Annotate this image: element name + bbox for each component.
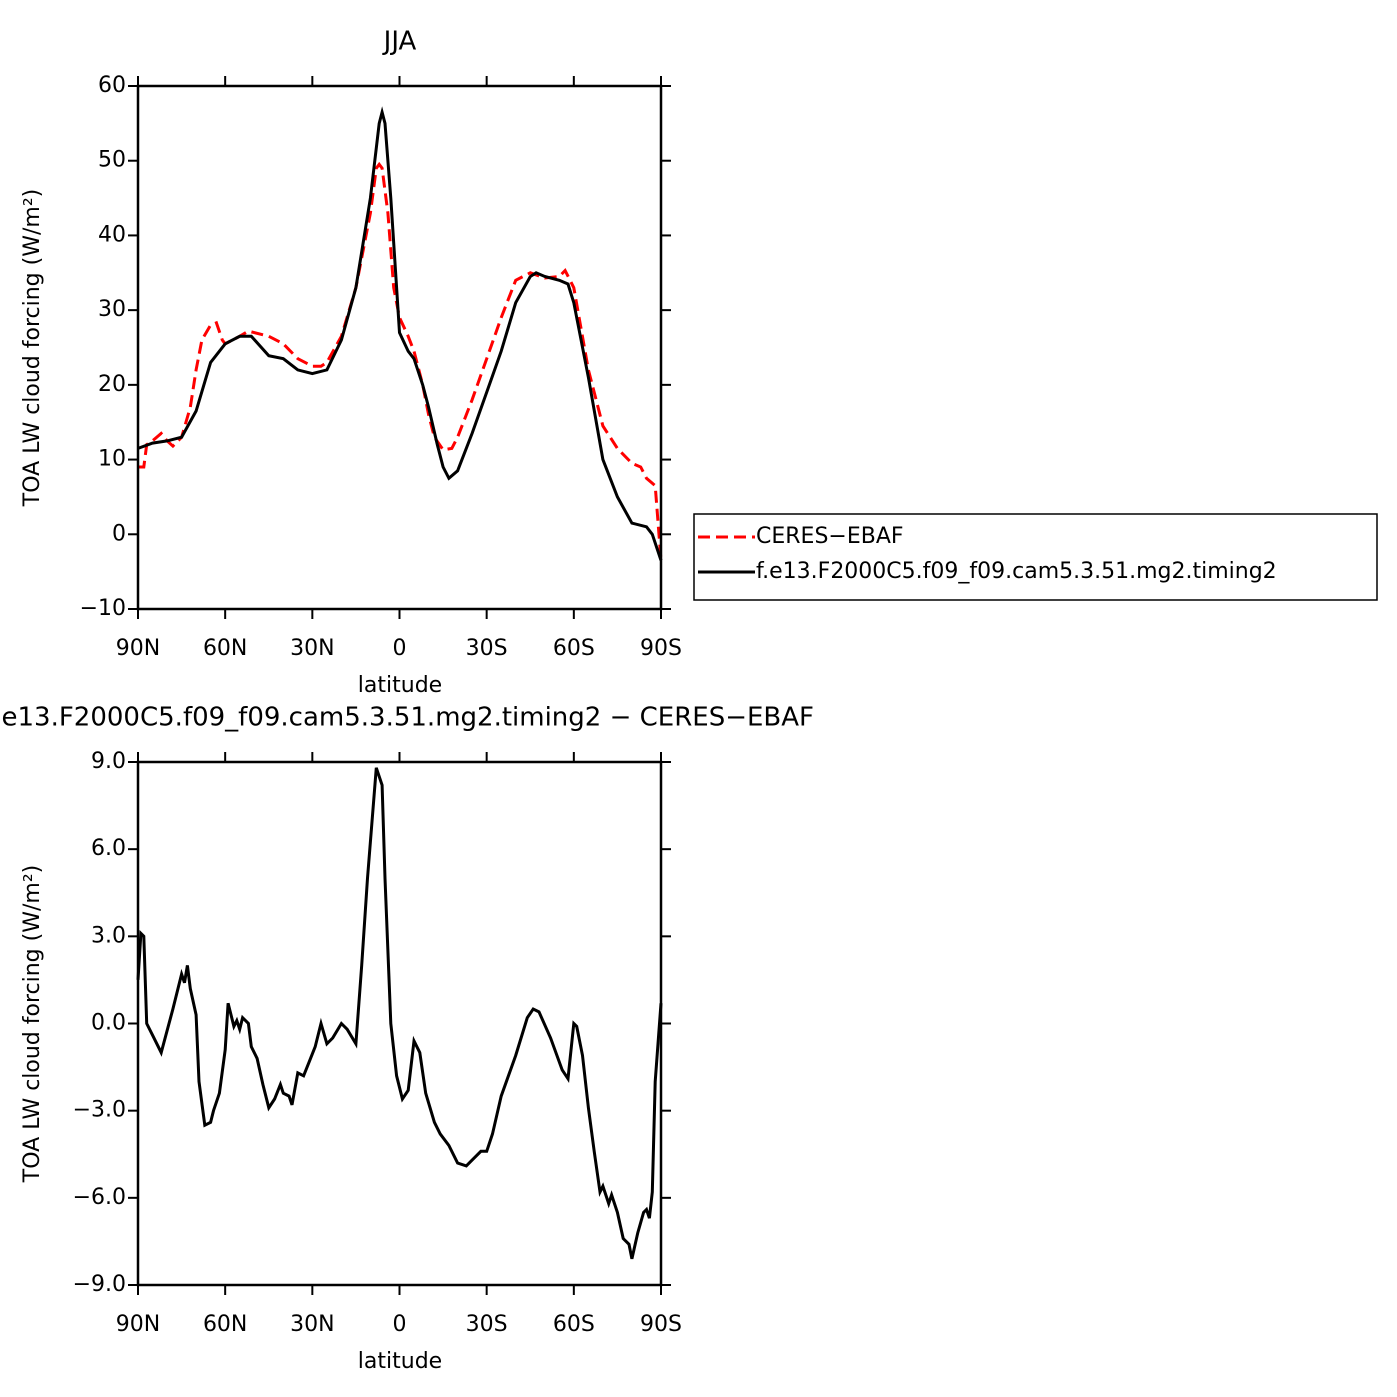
x-tick-label: 30N [290,636,334,661]
x-tick-label: 90N [116,1312,160,1337]
y-tick-label: −3.0 [73,1098,126,1123]
y-tick-label: 6.0 [91,836,126,861]
x-tick-label: 60N [203,636,247,661]
y-tick-label: 40 [98,222,126,247]
x-tick-label: 60S [553,636,595,661]
y-tick-label: 0 [112,521,126,546]
y-tick-label: 60 [98,73,126,98]
y-tick-label: 0.0 [91,1011,126,1036]
x-tick-label: 90N [116,636,160,661]
x-tick-label: 0 [393,636,407,661]
y-tick-label: 3.0 [91,923,126,948]
y-tick-label: 20 [98,372,126,397]
chart-title: JJA [382,27,417,57]
y-tick-label: −9.0 [73,1272,126,1297]
x-tick-label: 90S [640,1312,682,1337]
y-tick-label: 50 [98,148,126,173]
x-tick-label: 60N [203,1312,247,1337]
y-axis-label: TOA LW cloud forcing (W/m²) [20,865,45,1183]
series-line [137,106,663,561]
chart-title: f.e13.F2000C5.f09_f09.cam5.3.51.mg2.timi… [0,703,814,733]
y-axis-label: TOA LW cloud forcing (W/m²) [20,189,45,507]
x-tick-label: 0 [393,1312,407,1337]
x-axis-label: latitude [358,673,442,698]
y-tick-label: 30 [98,297,126,322]
plot-frame [136,760,663,1287]
x-tick-label: 90S [640,636,682,661]
x-tick-label: 30N [290,1312,334,1337]
x-tick-label: 60S [553,1312,595,1337]
y-tick-label: −10 [80,596,126,621]
plot-frame [136,84,663,611]
legend-label: CERES−EBAF [756,524,904,549]
x-axis-label: latitude [358,1349,442,1374]
legend-label: f.e13.F2000C5.f09_f09.cam5.3.51.mg2.timi… [756,559,1277,584]
x-tick-label: 30S [466,636,508,661]
y-tick-label: 10 [98,447,126,472]
series-line [138,161,663,561]
y-tick-label: 9.0 [91,749,126,774]
y-tick-label: −6.0 [73,1185,126,1210]
x-tick-label: 30S [466,1312,508,1337]
series-line [136,767,663,1260]
legend-box [693,513,1378,601]
